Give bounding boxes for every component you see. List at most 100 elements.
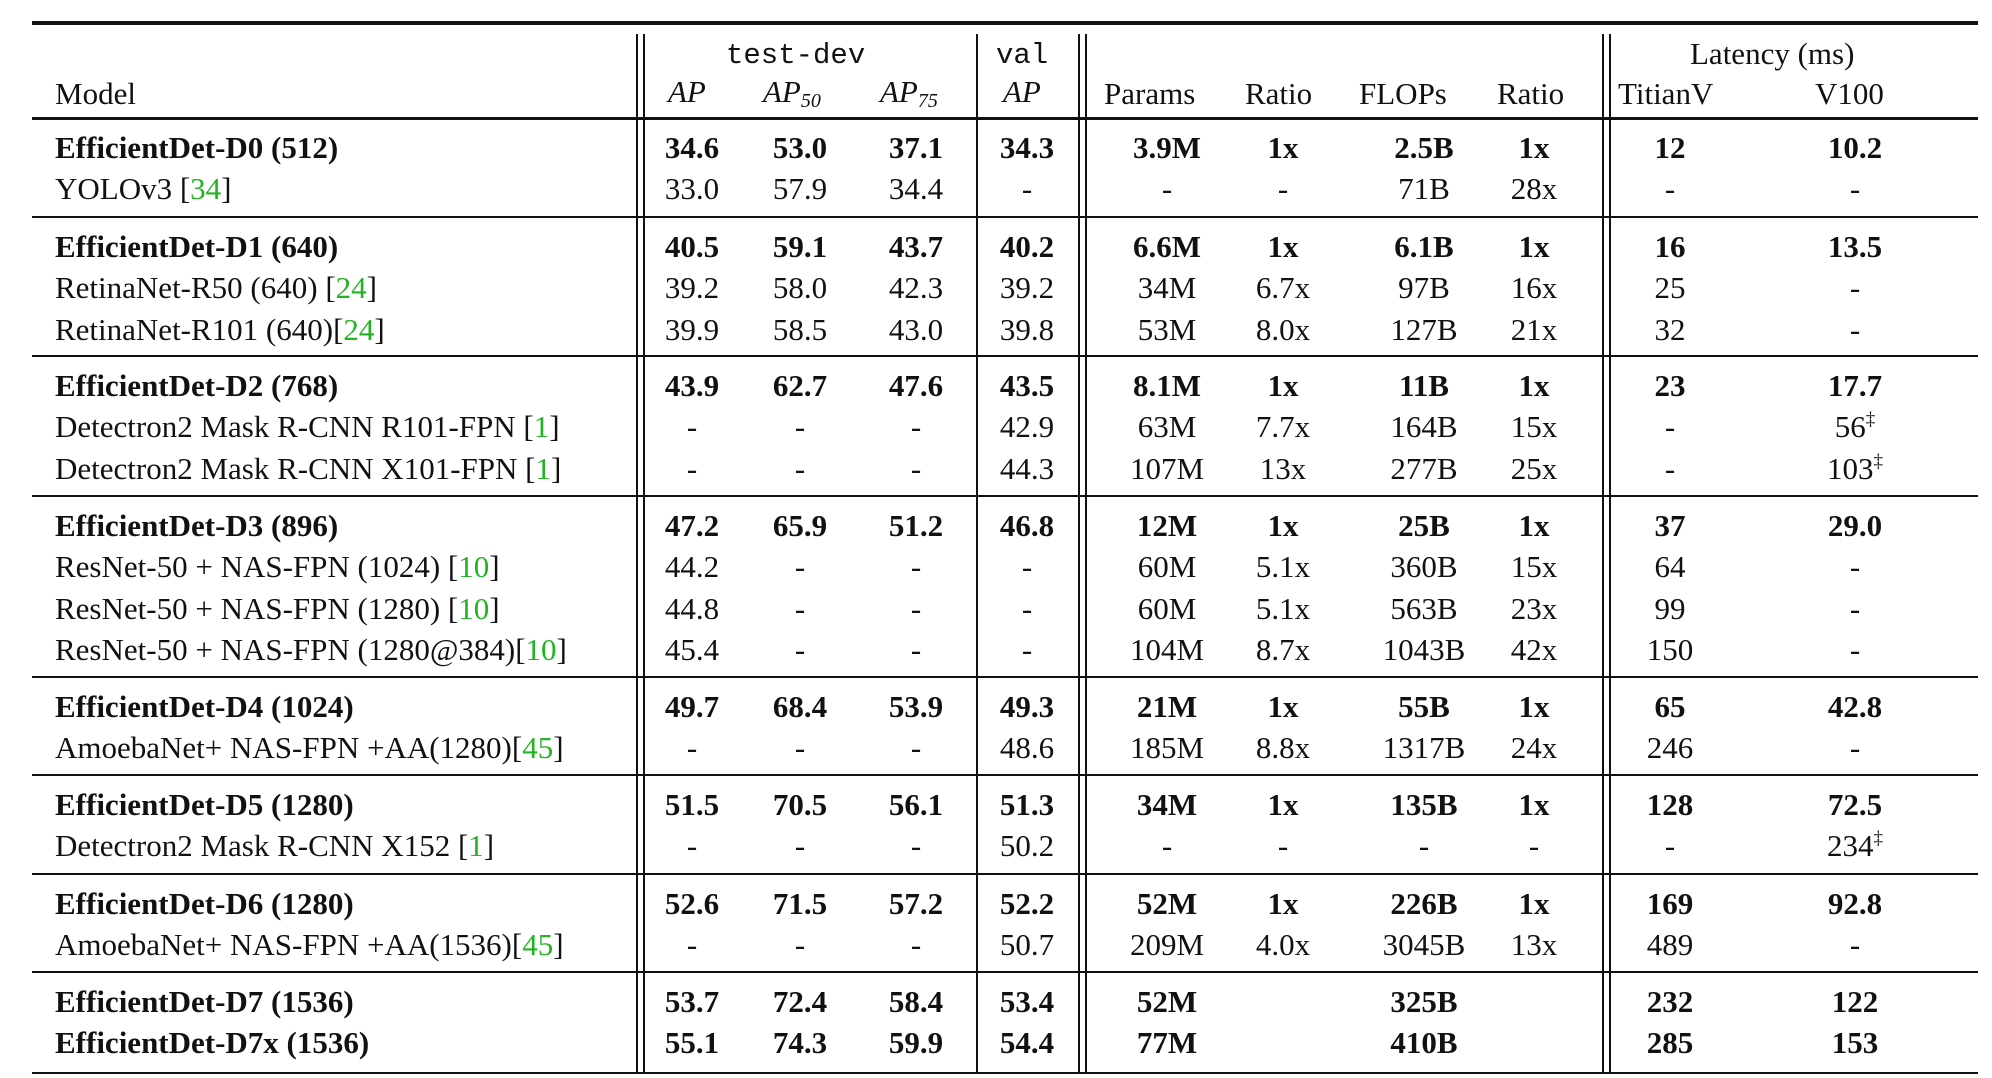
cell-titanv: 65 bbox=[1655, 691, 1686, 722]
cell-value: 12 bbox=[1654, 130, 1686, 165]
cell-titanv: 169 bbox=[1647, 888, 1694, 919]
cell-titanv: 246 bbox=[1647, 732, 1694, 763]
cell-value: 15x bbox=[1510, 549, 1558, 585]
model-name: Detectron2 Mask R-CNN X101-FPN [1] bbox=[55, 453, 561, 484]
cell-value: 60M bbox=[1137, 549, 1197, 585]
cell-value: 1x bbox=[1518, 229, 1550, 264]
cell-value: 23x bbox=[1510, 590, 1558, 626]
group-rule bbox=[32, 216, 1978, 218]
cell-v100: 17.7 bbox=[1828, 370, 1882, 401]
cell-value: 1x bbox=[1267, 130, 1299, 165]
cell-val-ap: - bbox=[1022, 634, 1032, 665]
cell-value: 103 bbox=[1827, 450, 1874, 486]
cell-ap50: - bbox=[795, 634, 805, 665]
cell-value: - bbox=[1277, 171, 1289, 207]
cell-ap: 39.9 bbox=[665, 314, 719, 345]
cell-value: 1x bbox=[1267, 787, 1299, 822]
model-name: ResNet-50 + NAS-FPN (1280@384)[10] bbox=[55, 634, 567, 665]
cell-value: 72.4 bbox=[772, 984, 828, 1019]
cell-params: 209M bbox=[1130, 929, 1204, 960]
cell-v100: 42.8 bbox=[1828, 691, 1882, 722]
cell-value: 104M bbox=[1129, 632, 1205, 668]
cell-value: - bbox=[794, 590, 806, 626]
cell-ratio2: 1x bbox=[1519, 231, 1550, 262]
header-ap: AP bbox=[668, 74, 706, 109]
cell-value: - bbox=[794, 409, 806, 445]
cell-value: - bbox=[910, 409, 922, 445]
cell-ap50: 72.4 bbox=[773, 986, 827, 1017]
cell-value: 32 bbox=[1654, 311, 1686, 347]
cell-value: 1x bbox=[1518, 787, 1550, 822]
model-name: EfficientDet-D1 (640) bbox=[55, 231, 338, 262]
cell-flops: 277B bbox=[1390, 453, 1457, 484]
cell-v100: 13.5 bbox=[1828, 231, 1882, 262]
cell-ap75: 51.2 bbox=[889, 510, 943, 541]
cell-ratio2: 24x bbox=[1511, 732, 1558, 763]
cell-params: 185M bbox=[1130, 732, 1204, 763]
cell-flops: 410B bbox=[1390, 1027, 1457, 1058]
cell-value: 47.2 bbox=[664, 508, 720, 543]
cell-ap75: - bbox=[911, 593, 921, 624]
cell-ratio2: 28x bbox=[1511, 173, 1558, 204]
cell-value: 21x bbox=[1510, 311, 1558, 347]
cell-ratio1: 1x bbox=[1268, 510, 1299, 541]
cell-v100: 56‡ bbox=[1835, 410, 1876, 442]
model-name-text: ResNet-50 + NAS-FPN (1280) [ bbox=[55, 590, 459, 626]
cell-ap: 53.7 bbox=[665, 986, 719, 1017]
cell-flops: 3045B bbox=[1383, 929, 1466, 960]
cell-value: 5.1x bbox=[1255, 590, 1311, 626]
cell-value: 185M bbox=[1129, 730, 1205, 766]
cell-value: 34M bbox=[1136, 787, 1198, 822]
cell-ratio2: 21x bbox=[1511, 314, 1558, 345]
cell-value: 25B bbox=[1398, 508, 1450, 543]
cell-value: 68.4 bbox=[772, 689, 828, 724]
cell-params: 63M bbox=[1138, 411, 1197, 442]
cell-ratio1: 1x bbox=[1268, 888, 1299, 919]
group-rule bbox=[32, 355, 1978, 357]
header-ap50-sub: 50 bbox=[800, 90, 821, 112]
cell-value: 55B bbox=[1398, 689, 1450, 724]
cell-value: - bbox=[910, 730, 922, 766]
top-rule bbox=[32, 21, 1978, 25]
cell-v100: 122 bbox=[1832, 986, 1879, 1017]
cell-value: - bbox=[1849, 730, 1861, 766]
model-name-end: ] bbox=[489, 549, 500, 585]
cell-ap50: - bbox=[795, 732, 805, 763]
cell-val-ap: 44.3 bbox=[1000, 453, 1054, 484]
cell-value: 8.8x bbox=[1255, 730, 1311, 766]
citation-ref: 1 bbox=[535, 450, 551, 486]
cell-value: 37.1 bbox=[888, 130, 944, 165]
cell-val-ap: - bbox=[1022, 551, 1032, 582]
cell-value: 1317B bbox=[1382, 730, 1466, 766]
cell-ap75: 57.2 bbox=[889, 888, 943, 919]
header-ap75: AP75 bbox=[880, 76, 938, 111]
cell-ap50: 62.7 bbox=[773, 370, 827, 401]
model-name: EfficientDet-D0 (512) bbox=[55, 132, 338, 163]
header-v100: V100 bbox=[1815, 76, 1884, 111]
cell-value: - bbox=[1664, 450, 1676, 486]
cell-value: 53.0 bbox=[772, 130, 828, 165]
model-name: Detectron2 Mask R-CNN R101-FPN [1] bbox=[55, 411, 560, 442]
cell-titanv: - bbox=[1665, 411, 1675, 442]
cell-v100: - bbox=[1850, 593, 1860, 624]
cell-value: 42.8 bbox=[1827, 689, 1883, 724]
header-latency: Latency (ms) bbox=[1690, 36, 1855, 71]
group-rule bbox=[32, 495, 1978, 497]
cell-value: 62.7 bbox=[772, 368, 828, 403]
cell-value: - bbox=[686, 828, 698, 864]
model-name-text: Detectron2 Mask R-CNN R101-FPN [ bbox=[55, 409, 534, 445]
cell-ap: 34.6 bbox=[665, 132, 719, 163]
cell-ap75: 37.1 bbox=[889, 132, 943, 163]
cell-value: 49.3 bbox=[999, 689, 1055, 724]
cell-ratio1: 8.7x bbox=[1256, 634, 1310, 665]
cell-ratio1: 8.0x bbox=[1256, 314, 1310, 345]
cell-value: 39.9 bbox=[664, 311, 720, 347]
cell-value: 8.0x bbox=[1255, 311, 1311, 347]
dagger-mark: ‡ bbox=[1873, 828, 1884, 850]
cell-value: 43.7 bbox=[888, 229, 944, 264]
model-name-text: EfficientDet-D7 (1536) bbox=[55, 984, 354, 1019]
cell-value: 71.5 bbox=[772, 886, 828, 921]
cell-ratio2: 1x bbox=[1519, 370, 1550, 401]
cell-value: 39.2 bbox=[999, 270, 1055, 306]
cell-ap: 49.7 bbox=[665, 691, 719, 722]
